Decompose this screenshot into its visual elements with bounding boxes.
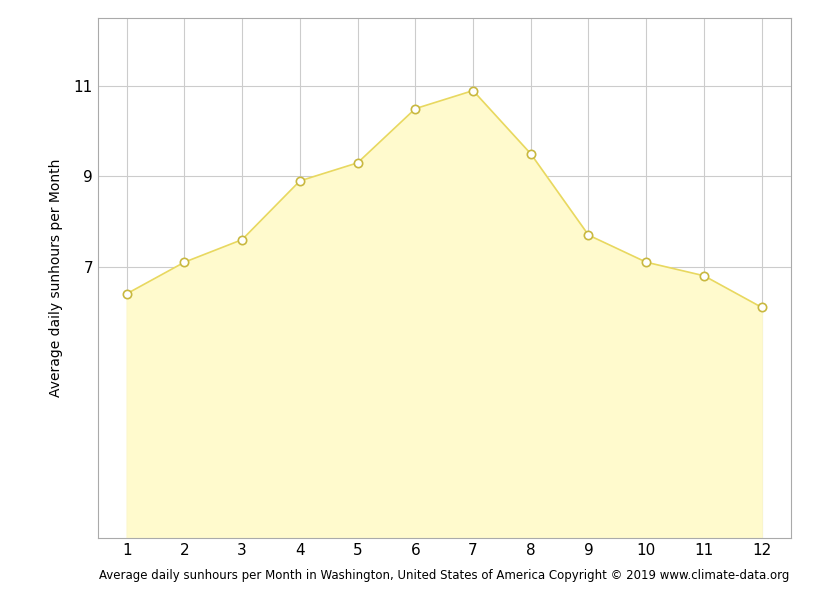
X-axis label: Average daily sunhours per Month in Washington, United States of America Copyrig: Average daily sunhours per Month in Wash…	[99, 569, 790, 582]
Y-axis label: Average daily sunhours per Month: Average daily sunhours per Month	[49, 159, 63, 397]
